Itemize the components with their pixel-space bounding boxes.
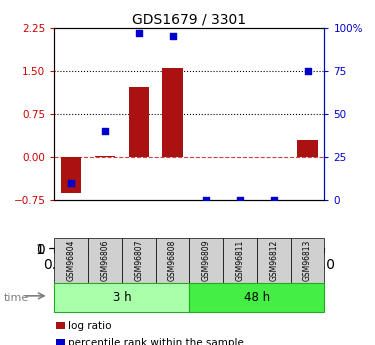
Point	[136, 30, 142, 36]
Bar	[95, 156, 115, 157]
Bar	[61, 157, 81, 193]
Text: GSM96813: GSM96813	[303, 240, 312, 281]
Text: percentile rank within the sample: percentile rank within the sample	[68, 338, 244, 345]
Point	[170, 33, 176, 39]
Text: GSM96807: GSM96807	[134, 240, 143, 281]
Text: time: time	[4, 293, 29, 303]
Title: GDS1679 / 3301: GDS1679 / 3301	[132, 12, 246, 27]
Text: 48 h: 48 h	[244, 291, 270, 304]
Text: log ratio: log ratio	[68, 321, 112, 331]
Text: GSM96804: GSM96804	[67, 240, 76, 281]
Text: GSM96811: GSM96811	[236, 240, 244, 281]
Point	[102, 128, 108, 134]
Point	[271, 197, 277, 203]
Point	[203, 197, 209, 203]
Text: GSM96808: GSM96808	[168, 240, 177, 281]
Bar	[297, 140, 318, 157]
Point	[68, 180, 74, 186]
Text: 3 h: 3 h	[112, 291, 131, 304]
Text: GSM96812: GSM96812	[269, 240, 278, 281]
Bar	[129, 87, 149, 157]
Bar	[162, 68, 183, 157]
Text: GSM96809: GSM96809	[202, 240, 211, 281]
Point	[237, 197, 243, 203]
Text: GSM96806: GSM96806	[100, 240, 109, 281]
Point	[304, 68, 310, 73]
